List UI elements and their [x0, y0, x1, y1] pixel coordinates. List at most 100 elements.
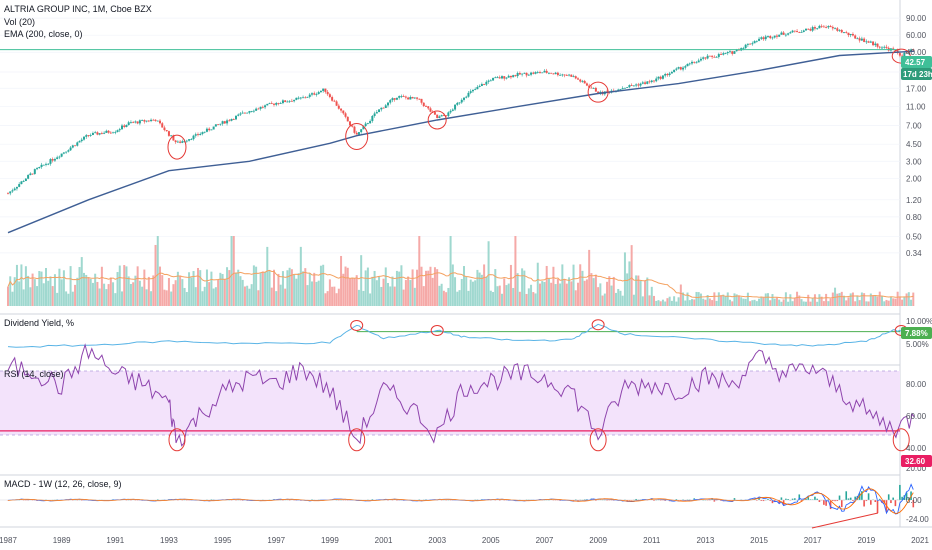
candle-body	[677, 67, 680, 69]
volume-bar	[621, 295, 624, 306]
candle-body	[523, 72, 526, 74]
volume-bar	[141, 286, 144, 306]
candle-body	[802, 30, 805, 33]
candle-body	[711, 55, 714, 57]
candle-body	[138, 120, 141, 124]
time-tick: 1987	[0, 536, 17, 545]
candle-body	[657, 76, 660, 79]
macd-hist-bar	[890, 500, 892, 504]
macd-hist-bar	[791, 498, 794, 500]
volume-bar	[273, 269, 275, 306]
volume-bar	[726, 292, 729, 306]
candle-body	[912, 49, 915, 51]
volume-bar	[395, 270, 398, 306]
volume-bar	[746, 292, 749, 306]
candle-body	[69, 147, 72, 151]
volume-bar	[445, 292, 448, 306]
volume-bar	[167, 278, 170, 306]
candle-body	[536, 72, 539, 73]
candle-body	[176, 141, 179, 143]
candle-body	[174, 140, 177, 143]
volume-bar	[257, 290, 260, 306]
candle-body	[179, 141, 182, 143]
volume-bar	[787, 301, 790, 306]
candle-body	[543, 70, 546, 73]
volume-bar	[42, 283, 45, 306]
volume-bar	[521, 268, 524, 306]
candle-body	[476, 86, 479, 90]
candle-body	[264, 105, 267, 108]
volume-bar	[876, 296, 879, 306]
volume-bar	[219, 272, 222, 306]
volume-bar	[612, 276, 615, 306]
candle-body	[188, 139, 191, 141]
macd-trendline	[811, 512, 879, 529]
volume-bar	[885, 299, 888, 306]
volume-bar	[903, 296, 906, 306]
candle-body	[319, 90, 322, 93]
last-price-tag: 42.57 17d 23h	[901, 56, 932, 80]
candle-body	[664, 74, 667, 76]
volume-bar	[438, 285, 441, 306]
candle-body	[758, 38, 761, 41]
volume-bar	[630, 245, 633, 306]
volume-bar	[286, 270, 289, 306]
candle-body	[635, 84, 638, 86]
candle-body	[731, 51, 734, 54]
candle-body	[112, 132, 115, 134]
candle-body	[288, 100, 291, 102]
candle-body	[581, 80, 584, 82]
candle-body	[865, 41, 868, 43]
volume-bar	[474, 280, 477, 306]
candle-body	[715, 56, 718, 58]
candle-body	[306, 96, 309, 98]
volume-bar	[317, 280, 320, 306]
volume-bar	[767, 293, 769, 306]
macd-hist-bar	[733, 498, 736, 500]
candle-body	[270, 103, 273, 105]
volume-bar	[163, 289, 166, 306]
dividend-circle	[591, 319, 605, 331]
macd-hist-bar	[887, 494, 890, 500]
candle-body	[241, 112, 244, 114]
candle-body	[252, 110, 255, 112]
price-circle	[167, 134, 187, 160]
macd-hist-bar	[834, 500, 836, 502]
candle-body	[648, 81, 651, 83]
volume-bar	[74, 284, 77, 306]
candle-body	[71, 145, 74, 148]
volume-bar	[188, 272, 191, 306]
price-tick: 60.00	[906, 31, 927, 40]
candle-body	[512, 75, 515, 78]
volume-bar	[641, 296, 644, 306]
candle-body	[724, 53, 727, 54]
volume-bars	[7, 236, 915, 306]
candle-body	[898, 53, 901, 56]
candle-body	[373, 113, 376, 116]
candle-body	[208, 128, 211, 131]
volume-bar	[76, 277, 79, 306]
candle-body	[156, 120, 159, 122]
macd-line	[7, 483, 914, 515]
dividend-circle-annotations	[350, 319, 908, 336]
volume-bar	[858, 300, 861, 306]
volume-bar	[364, 270, 367, 306]
candle-body	[583, 80, 586, 84]
candle-body	[693, 61, 696, 63]
volume-bar	[96, 281, 99, 306]
volume-bar	[373, 270, 376, 306]
volume-bar	[878, 291, 881, 306]
candle-body	[74, 145, 77, 147]
dividend-last-value: 7.88%	[905, 329, 928, 338]
volume-bar	[887, 300, 890, 306]
volume-bar	[328, 279, 331, 306]
volume-bar	[516, 273, 519, 306]
candle-body	[729, 51, 731, 53]
macd-tick: 0.00	[906, 496, 922, 505]
candle-body	[226, 120, 229, 124]
volume-bar	[337, 288, 340, 306]
time-tick: 2019	[857, 536, 875, 545]
candle-body	[849, 33, 852, 36]
candle-body	[118, 129, 121, 131]
volume-bar	[758, 298, 761, 306]
